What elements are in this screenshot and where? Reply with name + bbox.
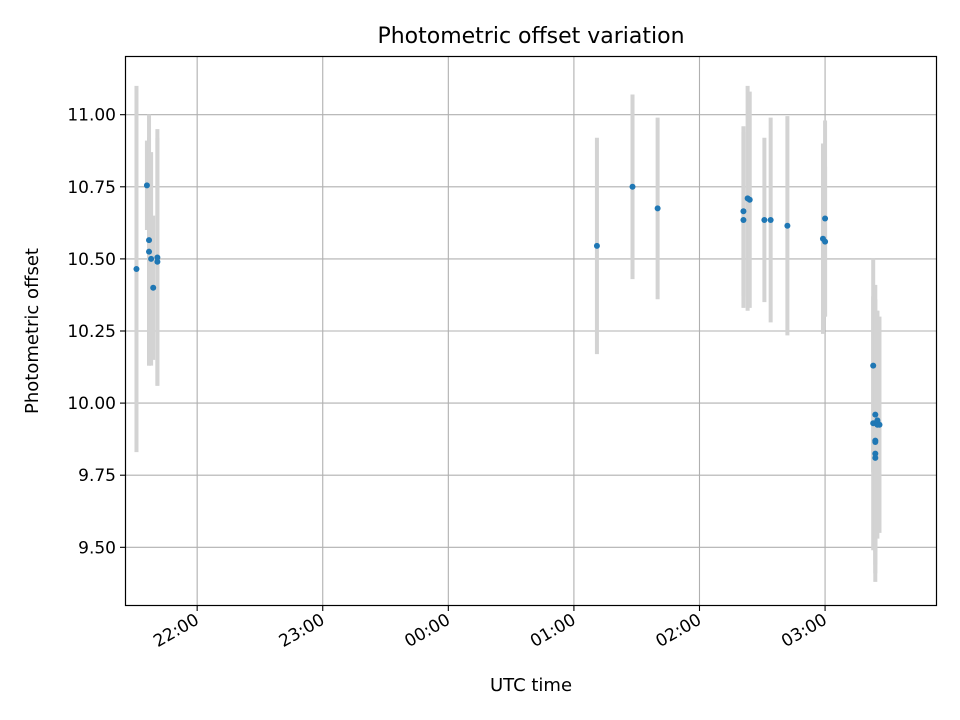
data-point [872,439,879,446]
data-point [148,255,155,262]
data-point [654,205,661,212]
data-point [746,196,753,203]
data-point [150,284,157,291]
data-point [784,222,791,229]
y-tick-label: 10.75 [67,178,116,198]
y-tick-label: 9.50 [78,538,116,558]
data-point [870,362,877,369]
data-point [761,216,768,223]
data-point [143,182,150,189]
data-point [740,208,747,215]
chart-title: Photometric offset variation [377,24,684,49]
y-tick-label: 11.00 [67,106,116,126]
data-point [872,450,879,457]
y-tick-label: 9.75 [78,466,116,486]
data-point [629,183,636,190]
x-axis-label: UTC time [490,675,572,696]
data-point [146,237,153,244]
data-point [822,215,829,222]
data-point [872,411,879,418]
y-tick-label: 10.50 [67,250,116,270]
grid [126,57,936,605]
data-point [767,216,774,223]
data-point [876,421,883,428]
data-point [740,216,747,223]
data-point [822,238,829,245]
data-points [133,182,883,461]
y-axis-label: Photometric offset [22,248,43,414]
y-axis-ticks: 9.50 9.75 10.00 10.25 10.50 10.75 11.00 [67,106,126,558]
data-point [872,454,879,461]
y-tick-label: 10.25 [67,322,116,342]
data-point [154,254,161,261]
data-point [146,248,153,255]
data-point [154,258,161,265]
y-tick-label: 10.00 [67,394,116,414]
data-point [593,242,600,249]
data-point [133,265,140,272]
